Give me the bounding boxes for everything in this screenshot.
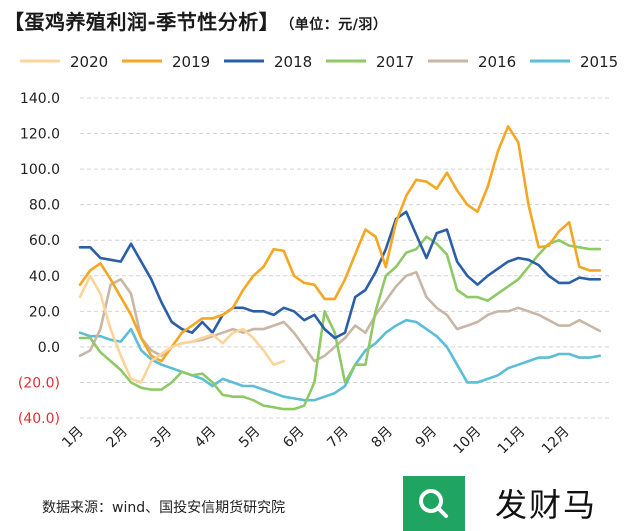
series-line-2018 [78, 210, 602, 340]
chart-title-text: 【蛋鸡养殖利润-季节性分析】 [4, 10, 280, 34]
y-tick-label: 60.0 [29, 233, 60, 249]
x-tick-label: 4月 [192, 424, 220, 452]
x-tick-label: 11月 [495, 424, 529, 458]
series-line-2017 [78, 235, 602, 411]
chart-unit-label: （单位：元/羽） [287, 17, 388, 33]
legend-label: 2020 [70, 53, 108, 71]
x-tick-label: 3月 [148, 424, 176, 452]
x-tick-label: 6月 [280, 424, 308, 452]
x-tick-label: 7月 [324, 424, 352, 452]
y-tick-label: 140.0 [20, 91, 60, 107]
y-tick-label: 20.0 [29, 304, 60, 320]
search-icon [419, 489, 448, 518]
y-tick-label: (20.0) [18, 375, 60, 391]
x-tick-label: 5月 [236, 424, 264, 452]
y-tick-label: 40.0 [29, 269, 60, 285]
y-tick-label: (40.0) [18, 411, 60, 427]
x-tick-label: 9月 [413, 424, 441, 452]
x-tick-label: 10月 [451, 424, 485, 458]
y-tick-label: 0.0 [38, 340, 60, 356]
series-line-2019 [78, 125, 602, 363]
series-line-2016 [78, 270, 602, 363]
y-tick-label: 80.0 [29, 198, 60, 214]
chart-title: 【蛋鸡养殖利润-季节性分析】 （单位：元/羽） [4, 6, 387, 35]
series-line-2015 [78, 318, 602, 402]
y-tick-label: 120.0 [20, 127, 60, 143]
y-tick-label: 100.0 [20, 162, 60, 178]
x-tick-label: 12月 [539, 424, 573, 458]
legend-label: 2015 [580, 53, 618, 71]
watermark-text: 发财马 [495, 486, 598, 524]
legend-label: 2018 [274, 53, 312, 71]
data-source-note: 数据来源：wind、国投安信期货研究院 [42, 500, 286, 516]
series-line-2020 [78, 274, 286, 384]
x-tick-label: 8月 [368, 424, 396, 452]
watermark-badge [403, 476, 465, 531]
legend-label: 2016 [478, 53, 516, 71]
x-tick-label: 2月 [103, 424, 131, 452]
legend-label: 2017 [376, 53, 414, 71]
x-tick-label: 1月 [59, 424, 87, 452]
legend-label: 2019 [172, 53, 210, 71]
watermark: 发财马 [403, 470, 640, 531]
